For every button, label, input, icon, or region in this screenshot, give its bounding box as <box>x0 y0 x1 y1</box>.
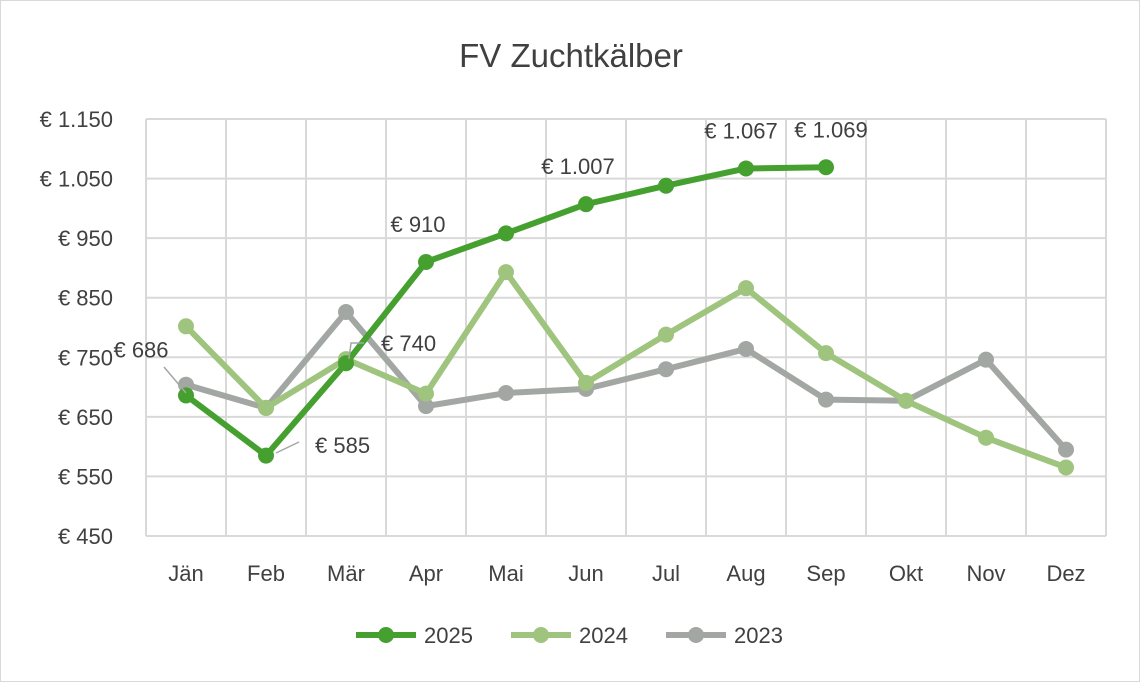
x-tick-label: Mär <box>327 561 365 586</box>
data-label-leader-line <box>163 366 187 394</box>
data-point-2023 <box>818 391 834 408</box>
x-tick-label: Aug <box>726 561 765 586</box>
data-point-2024 <box>578 374 594 391</box>
data-point-2025 <box>738 160 754 177</box>
y-tick-label: € 450 <box>58 524 113 549</box>
x-tick-label: Jul <box>652 561 680 586</box>
data-label: € 1.067 <box>704 118 777 143</box>
series-line-2025 <box>184 164 827 459</box>
data-label: € 686 <box>113 337 168 362</box>
data-point-2023 <box>498 385 514 402</box>
y-tick-label: € 850 <box>58 286 113 311</box>
x-tick-label: Jun <box>568 561 603 586</box>
y-tick-label: € 950 <box>58 226 113 251</box>
x-tick-label: Feb <box>247 561 285 586</box>
data-point-2025 <box>498 225 514 242</box>
data-point-2023 <box>1058 441 1074 458</box>
data-point-2024 <box>818 345 834 362</box>
data-point-2023 <box>418 398 434 415</box>
data-point-2024 <box>258 399 274 416</box>
data-point-2025 <box>258 447 274 464</box>
data-point-2025 <box>578 196 594 213</box>
data-point-2025 <box>418 253 434 270</box>
x-tick-label: Sep <box>806 561 845 586</box>
chart-title: FV Zuchtkälber <box>459 37 683 74</box>
data-point-2024 <box>658 326 674 343</box>
data-point-2025 <box>658 177 674 194</box>
data-point-2024 <box>898 392 914 409</box>
data-point-2024 <box>498 264 514 281</box>
data-point-2024 <box>738 280 754 297</box>
legend-label: 2023 <box>734 623 783 648</box>
x-tick-label: Dez <box>1046 561 1085 586</box>
data-point-2025 <box>338 355 354 372</box>
data-label-leader-line <box>348 342 364 360</box>
data-label: € 585 <box>315 433 370 458</box>
x-tick-label: Okt <box>889 561 923 586</box>
x-tick-label: Apr <box>409 561 443 586</box>
data-point-2023 <box>658 361 674 378</box>
data-point-2025 <box>178 387 194 404</box>
legend-label: 2025 <box>424 623 473 648</box>
data-point-2023 <box>978 351 994 368</box>
data-point-2024 <box>978 429 994 446</box>
data-point-2024 <box>418 385 434 402</box>
y-tick-label: € 750 <box>58 345 113 370</box>
y-tick-label: € 650 <box>58 405 113 430</box>
legend-marker-2023 <box>688 627 704 643</box>
legend-label: 2024 <box>579 623 628 648</box>
x-tick-label: Mai <box>488 561 523 586</box>
data-label: € 910 <box>390 212 445 237</box>
data-point-2023 <box>338 304 354 321</box>
data-label: € 1.069 <box>794 117 867 142</box>
x-tick-label: Nov <box>966 561 1005 586</box>
legend-marker-2024 <box>533 627 549 643</box>
data-label: € 740 <box>381 331 436 356</box>
data-point-2023 <box>738 340 754 357</box>
y-tick-label: € 1.150 <box>40 107 113 132</box>
data-point-2024 <box>178 318 194 335</box>
legend-marker-2025 <box>378 627 394 643</box>
y-tick-label: € 550 <box>58 464 113 489</box>
data-label: € 1.007 <box>541 154 614 179</box>
x-tick-label: Jän <box>168 561 203 586</box>
data-point-2024 <box>1058 459 1074 476</box>
series-line-2023 <box>185 309 1069 452</box>
data-point-2025 <box>818 159 834 176</box>
series-line-2024 <box>183 269 1068 471</box>
y-tick-label: € 1.050 <box>40 167 113 192</box>
data-label-leader-line <box>275 441 300 454</box>
